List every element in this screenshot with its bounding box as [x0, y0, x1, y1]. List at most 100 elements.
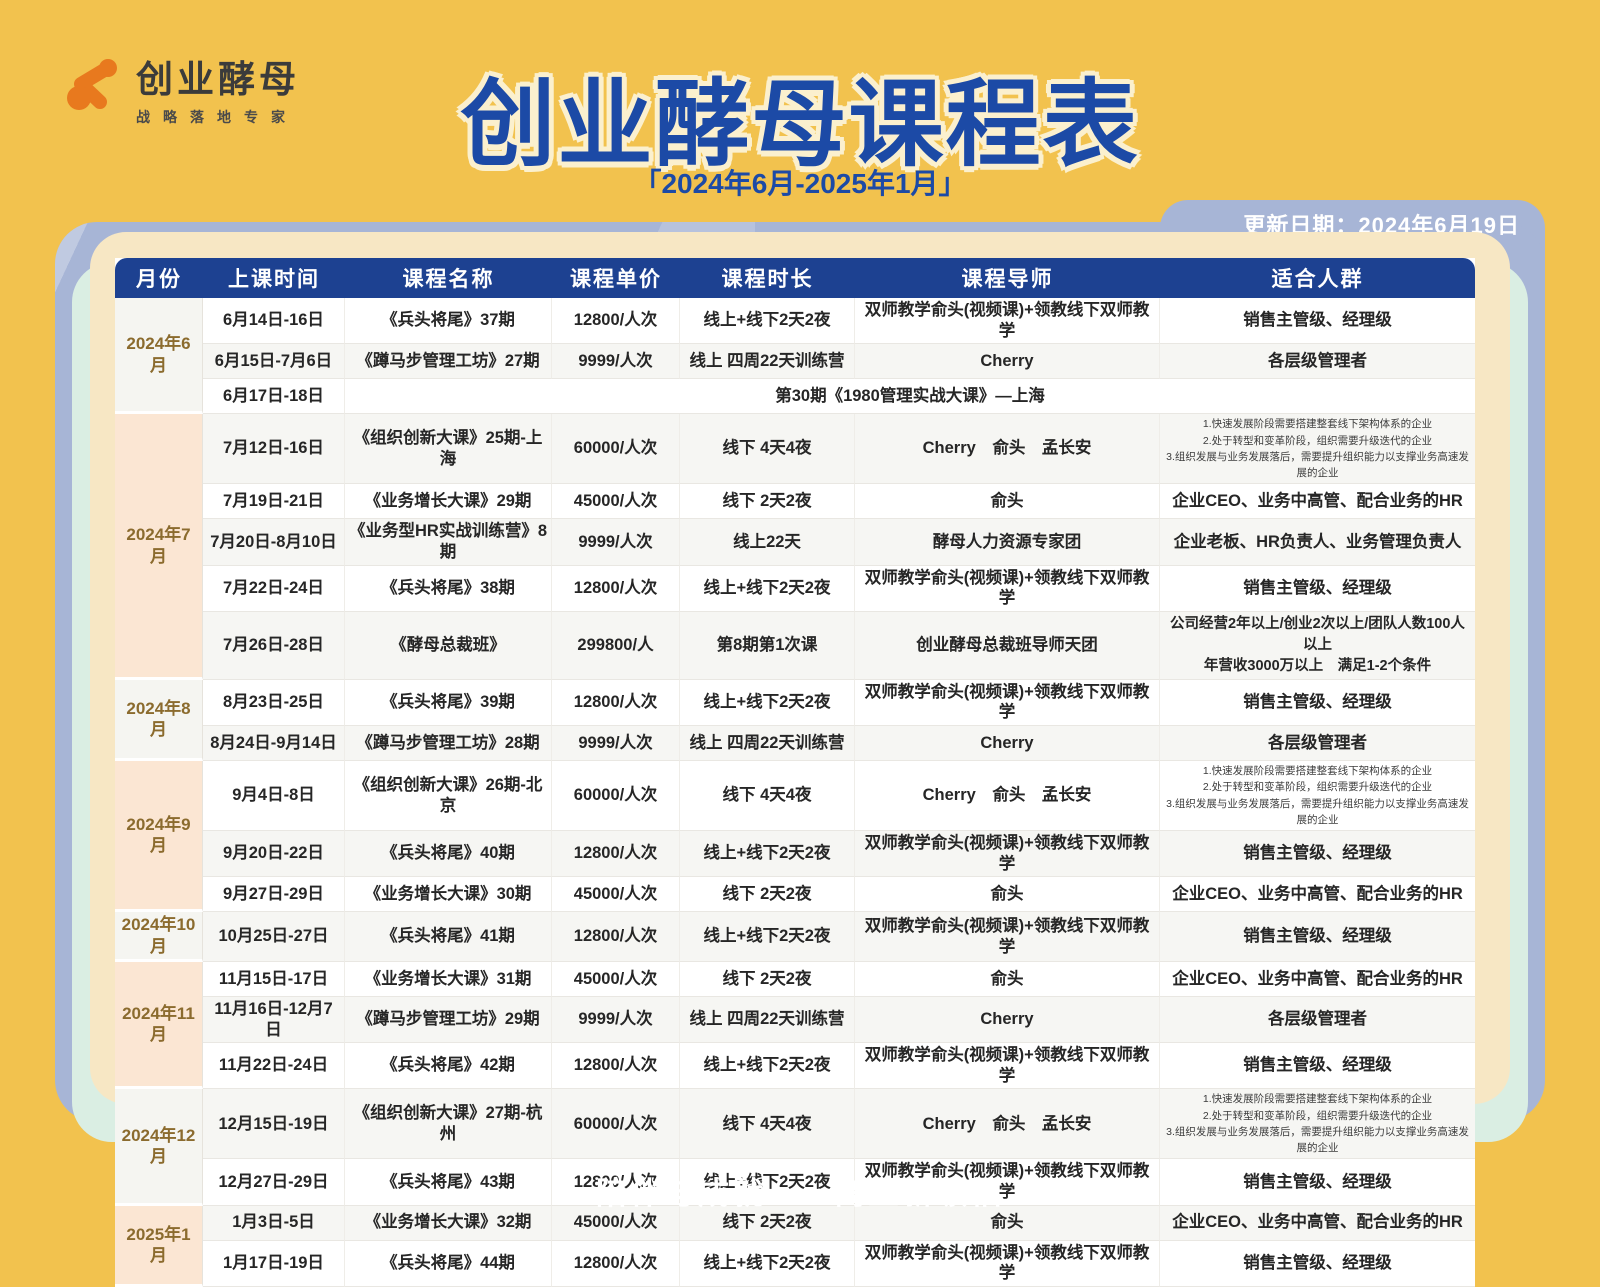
table-row: 2024年6月 6月14日-16日 《兵头将尾》37期 12800/人次 线上+线下2天…: [115, 298, 1475, 415]
course-cell: 《组织创新大课》25期-上海: [345, 414, 552, 485]
course-cell: 《兵头将尾》43期: [345, 1159, 552, 1206]
time-cell: 9月20日-22日: [203, 831, 345, 878]
price-cell: 12800/人次: [552, 565, 680, 612]
price-cell: 9999/人次: [552, 726, 680, 762]
tutor-cell: 俞头: [855, 1205, 1160, 1241]
duration-cell: 线上+线下2天2夜: [680, 912, 855, 962]
table-row: 11月16日-12月7日 《蹲马步管理工坊》29期 9999/人次 线上 四周22天训…: [115, 996, 1475, 1044]
duration-cell: 线下 2天2夜: [680, 961, 855, 997]
course-cell: 《兵头将尾》42期: [345, 1043, 552, 1090]
duration-cell: 线上+线下2天2夜: [680, 1159, 855, 1206]
merged-course-cell: 第30期《1980管理实战大课》—上海: [345, 379, 1475, 415]
table-row: 2024年12月 12月15日-19日 《组织创新大课》27期-杭州 60000/人次…: [115, 1089, 1475, 1206]
column-header-2: 课程名称: [345, 258, 552, 298]
table-row: 6月17日-18日 第30期《1980管理实战大课》—上海: [115, 379, 1475, 415]
duration-cell: 线上22天: [680, 519, 855, 566]
audience-cell: 1.快速发展阶段需要搭建整套线下架构体系的企业 2.处于转型和变革阶段，组织需要…: [1160, 414, 1475, 485]
course-cell: 《蹲马步管理工坊》27期: [345, 344, 552, 380]
price-cell: 12800/人次: [552, 298, 680, 345]
month-cell: 2024年6月: [115, 298, 203, 415]
column-header-3: 课程单价: [552, 258, 680, 298]
duration-cell: 线上+线下2天2夜: [680, 679, 855, 727]
table-row: 2024年8月 8月23日-25日 《兵头将尾》39期 12800/人次 线上+线下2天…: [115, 679, 1475, 762]
time-cell: 8月23日-25日: [203, 679, 345, 727]
tutor-cell: 双师教学俞头(视频课)+领教线下双师教学: [855, 1159, 1160, 1206]
month-cell: 2024年7月: [115, 414, 203, 680]
price-cell: 12800/人次: [552, 831, 680, 878]
course-cell: 《兵头将尾》37期: [345, 298, 552, 345]
column-header-0: 月份: [115, 258, 203, 298]
time-cell: 11月16日-12月7日: [203, 996, 345, 1044]
tutor-cell: 双师教学俞头(视频课)+领教线下双师教学: [855, 1043, 1160, 1090]
duration-cell: 线上+线下2天2夜: [680, 1240, 855, 1287]
table-row: 2024年10月 10月25日-27日 《兵头将尾》41期 12800/人次 线上+线下…: [115, 912, 1475, 962]
audience-cell: 各层级管理者: [1160, 996, 1475, 1044]
time-cell: 7月12日-16日: [203, 414, 345, 485]
audience-cell: 销售主管级、经理级: [1160, 912, 1475, 962]
tutor-cell: 双师教学俞头(视频课)+领教线下双师教学: [855, 831, 1160, 878]
course-cell: 《兵头将尾》39期: [345, 679, 552, 727]
tutor-cell: Cherry: [855, 726, 1160, 762]
table-row: 9月20日-22日 《兵头将尾》40期 12800/人次 线上+线下2天2夜 双师教学俞…: [115, 831, 1475, 878]
time-cell: 1月3日-5日: [203, 1205, 345, 1241]
time-cell: 6月15日-7月6日: [203, 344, 345, 380]
duration-cell: 线上+线下2天2夜: [680, 831, 855, 878]
price-cell: 60000/人次: [552, 414, 680, 485]
price-cell: 9999/人次: [552, 344, 680, 380]
course-table-wrap: 月份 上课时间 课程名称 课程单价 课程时长 课程导师 适合人群 2024年6月 6月14日-…: [115, 258, 1475, 1287]
audience-cell: 销售主管级、经理级: [1160, 1159, 1475, 1206]
audience-cell: 1.快速发展阶段需要搭建整套线下架构体系的企业 2.处于转型和变革阶段，组织需要…: [1160, 1089, 1475, 1160]
course-cell: 《业务增长大课》32期: [345, 1205, 552, 1241]
time-cell: 1月17日-19日: [203, 1240, 345, 1287]
table-body: 2024年6月 6月14日-16日 《兵头将尾》37期 12800/人次 线上+线下2天…: [115, 298, 1475, 1287]
audience-cell: 1.快速发展阶段需要搭建整套线下架构体系的企业 2.处于转型和变革阶段，组织需要…: [1160, 761, 1475, 832]
price-cell: 12800/人次: [552, 1159, 680, 1206]
audience-cell: 销售主管级、经理级: [1160, 1043, 1475, 1090]
duration-cell: 线下 2天2夜: [680, 484, 855, 520]
duration-cell: 线上 四周22天训练营: [680, 344, 855, 380]
time-cell: 11月15日-17日: [203, 961, 345, 997]
course-cell: 《组织创新大课》26期-北京: [345, 761, 552, 832]
table-row: 7月20日-8月10日 《业务型HR实战训练营》8期 9999/人次 线上22天 酵母人…: [115, 519, 1475, 566]
audience-cell: 各层级管理者: [1160, 726, 1475, 762]
price-cell: 12800/人次: [552, 679, 680, 727]
price-cell: 12800/人次: [552, 912, 680, 962]
price-cell: 12800/人次: [552, 1043, 680, 1090]
time-cell: 7月20日-8月10日: [203, 519, 345, 566]
time-cell: 10月25日-27日: [203, 912, 345, 962]
table-row: 7月22日-24日 《兵头将尾》38期 12800/人次 线上+线下2天2夜 双师教学俞…: [115, 565, 1475, 612]
audience-cell: 销售主管级、经理级: [1160, 1241, 1475, 1287]
course-cell: 《兵头将尾》40期: [345, 831, 552, 878]
table-row: 2024年9月 9月4日-8日 《组织创新大课》26期-北京 60000/人次 线下 4…: [115, 761, 1475, 913]
time-cell: 9月27日-29日: [203, 877, 345, 913]
audience-cell: 企业CEO、业务中高管、配合业务的HR: [1160, 962, 1475, 997]
time-cell: 7月22日-24日: [203, 565, 345, 612]
duration-cell: 线下 4天4夜: [680, 414, 855, 485]
tutor-cell: Cherry 俞头 孟长安: [855, 1089, 1160, 1160]
page-title: 创业酵母课程表: [460, 72, 1140, 178]
course-cell: 《业务增长大课》30期: [345, 877, 552, 913]
table-row: 2024年11月 11月15日-17日 《业务增长大课》31期 45000/人次 线下 …: [115, 961, 1475, 1090]
price-cell: 45000/人次: [552, 877, 680, 913]
tutor-cell: Cherry 俞头 孟长安: [855, 414, 1160, 485]
month-cell: 2024年11月: [115, 961, 203, 1090]
price-cell: 299800/人: [552, 611, 680, 680]
logo: 创业酵母 战略落地专家: [64, 58, 300, 127]
time-cell: 6月17日-18日: [203, 379, 345, 415]
duration-cell: 线下 2天2夜: [680, 877, 855, 913]
column-header-5: 课程导师: [855, 258, 1160, 298]
audience-cell: 销售主管级、经理级: [1160, 831, 1475, 878]
month-cell: 2024年10月: [115, 912, 203, 962]
month-cell: 2024年9月: [115, 761, 203, 913]
duration-cell: 第8期第1次课: [680, 611, 855, 680]
audience-cell: 企业CEO、业务中高管、配合业务的HR: [1160, 877, 1475, 913]
course-cell: 《业务型HR实战训练营》8期: [345, 519, 552, 566]
month-cell: 2024年8月: [115, 679, 203, 762]
column-header-1: 上课时间: [203, 258, 345, 298]
tutor-cell: 创业酵母总裁班导师天团: [855, 611, 1160, 680]
logo-texts: 创业酵母 战略落地专家: [136, 58, 300, 127]
time-cell: 8月24日-9月14日: [203, 726, 345, 762]
duration-cell: 线上 四周22天训练营: [680, 996, 855, 1044]
course-cell: 《业务增长大课》31期: [345, 961, 552, 997]
audience-cell: 销售主管级、经理级: [1160, 298, 1475, 345]
